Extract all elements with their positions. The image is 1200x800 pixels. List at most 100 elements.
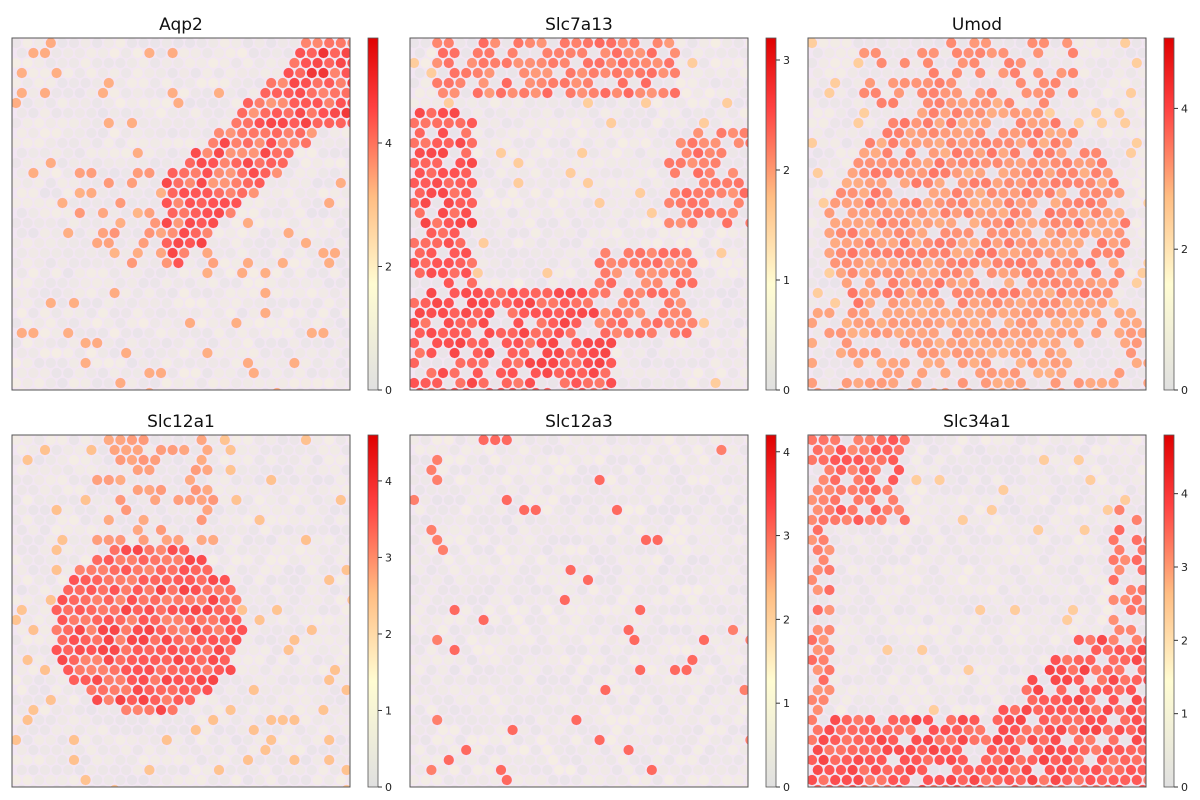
- expression-spot: [449, 107, 460, 119]
- expression-spot: [16, 524, 27, 536]
- expression-spot: [606, 435, 617, 446]
- expression-spot: [237, 147, 248, 159]
- expression-spot: [347, 755, 350, 765]
- expression-spot: [1033, 187, 1044, 199]
- expression-spot: [600, 327, 611, 339]
- expression-spot: [341, 504, 350, 516]
- expression-spot: [611, 67, 623, 79]
- expression-spot: [986, 347, 997, 359]
- expression-spot: [733, 277, 744, 289]
- expression-spot: [324, 435, 335, 446]
- expression-spot: [22, 377, 33, 389]
- expression-spot: [22, 357, 33, 369]
- expression-spot: [888, 357, 899, 369]
- expression-spot: [12, 197, 22, 209]
- expression-spot: [426, 307, 437, 319]
- expression-spot: [623, 504, 634, 516]
- expression-spot: [640, 197, 652, 209]
- expression-spot: [68, 257, 80, 269]
- expression-spot: [847, 267, 858, 279]
- expression-spot: [934, 277, 945, 289]
- expression-spot: [617, 494, 628, 506]
- expression-spot: [905, 247, 916, 259]
- expression-spot: [180, 387, 189, 390]
- expression-spot: [237, 67, 248, 79]
- expression-spot: [150, 217, 161, 229]
- expression-spot: [289, 554, 300, 566]
- expression-spot: [51, 724, 62, 736]
- expression-spot: [1004, 38, 1015, 49]
- expression-spot: [652, 177, 663, 189]
- expression-spot: [870, 307, 881, 319]
- expression-spot: [284, 387, 293, 390]
- expression-spot: [1015, 137, 1026, 149]
- expression-spot: [248, 127, 259, 139]
- expression-spot: [132, 367, 143, 379]
- expression-spot: [951, 347, 963, 359]
- expression-spot: [219, 137, 230, 149]
- expression-spot: [353, 288, 363, 298]
- expression-spot: [80, 574, 91, 586]
- expression-spot: [922, 137, 934, 149]
- expression-spot: [167, 524, 178, 536]
- expression-spot: [202, 724, 213, 736]
- expression-spot: [751, 348, 761, 358]
- expression-spot: [126, 534, 138, 546]
- expression-spot: [553, 107, 565, 119]
- expression-spot: [681, 267, 692, 279]
- expression-spot: [893, 227, 905, 239]
- expression-spot: [1033, 207, 1044, 219]
- expression-spot: [437, 524, 449, 536]
- expression-spot: [68, 77, 80, 89]
- expression-spot: [144, 744, 155, 756]
- expression-spot: [1114, 207, 1125, 219]
- expression-spot: [830, 257, 841, 269]
- expression-spot: [951, 147, 963, 159]
- expression-spot: [757, 358, 767, 368]
- expression-spot: [1009, 107, 1021, 119]
- expression-spot: [698, 117, 710, 129]
- expression-spot: [28, 247, 39, 259]
- expression-spot: [1038, 197, 1050, 209]
- expression-spot: [1096, 357, 1108, 369]
- expression-spot: [449, 504, 460, 516]
- expression-spot: [461, 107, 472, 119]
- expression-spot: [694, 387, 703, 390]
- expression-spot: [1143, 358, 1146, 368]
- expression-spot: [237, 207, 248, 219]
- expression-spot: [1056, 327, 1067, 339]
- expression-spot: [260, 564, 271, 576]
- expression-spot: [57, 514, 68, 526]
- expression-spot: [693, 87, 704, 99]
- expression-spot: [126, 734, 138, 746]
- expression-spot: [80, 157, 91, 169]
- expression-spot: [162, 398, 172, 408]
- expression-spot: [710, 317, 721, 329]
- expression-spot: [443, 97, 454, 109]
- expression-spot: [946, 257, 957, 269]
- expression-spot: [437, 167, 449, 179]
- expression-spot: [80, 614, 91, 626]
- expression-spot: [536, 117, 547, 129]
- expression-spot: [640, 494, 652, 506]
- expression-spot: [432, 337, 443, 349]
- expression-spot: [812, 247, 823, 259]
- expression-spot: [495, 484, 507, 496]
- expression-spot: [530, 247, 541, 259]
- expression-spot: [870, 147, 881, 159]
- expression-spot: [722, 217, 733, 229]
- expression-spot: [640, 257, 652, 269]
- expression-spot: [1125, 187, 1137, 199]
- expression-spot: [277, 614, 288, 626]
- expression-spot: [150, 774, 161, 786]
- expression-spot: [1033, 107, 1044, 119]
- expression-spot: [969, 377, 980, 389]
- expression-spot: [530, 107, 541, 119]
- expression-spot: [1096, 317, 1108, 329]
- expression-spot: [300, 237, 312, 249]
- expression-spot: [1125, 327, 1137, 339]
- expression-spot: [353, 328, 363, 338]
- expression-spot: [121, 147, 132, 159]
- expression-spot: [600, 207, 611, 219]
- expression-spot: [1143, 218, 1146, 228]
